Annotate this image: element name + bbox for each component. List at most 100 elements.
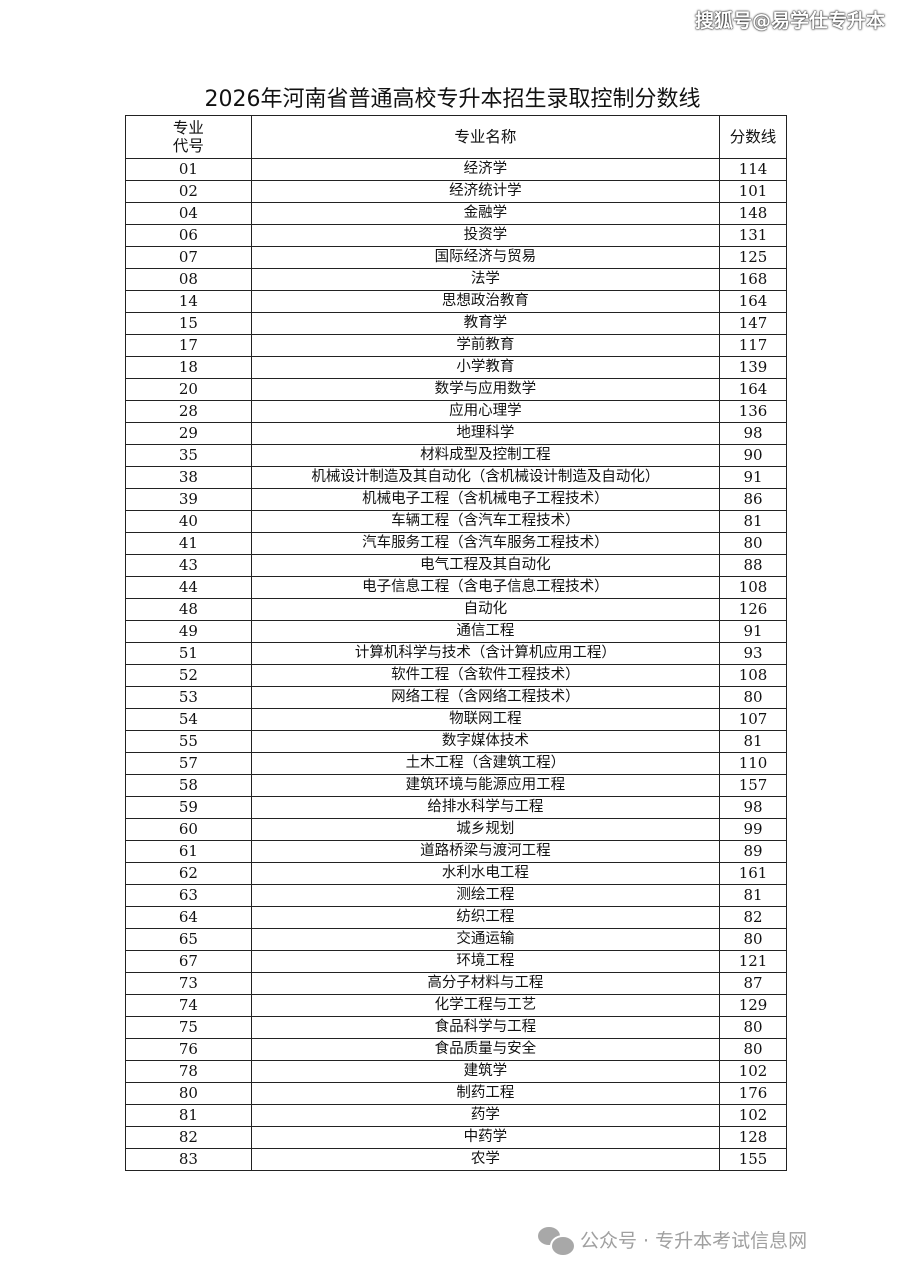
cell-code: 02 <box>125 180 252 203</box>
cell-name: 软件工程（含软件工程技术） <box>250 664 721 687</box>
cell-score: 126 <box>719 598 787 621</box>
table-row: 60 城乡规划 99 <box>125 818 787 841</box>
cell-code: 28 <box>125 400 252 423</box>
cell-name: 金融学 <box>250 202 721 225</box>
cell-score: 168 <box>719 268 787 291</box>
watermark-top: 搜狐号@易学仕专升本 <box>694 10 885 32</box>
cell-score: 81 <box>719 884 787 907</box>
cell-score: 80 <box>719 1016 787 1039</box>
table-row: 38 机械设计制造及其自动化（含机械设计制造及自动化） 91 <box>125 466 787 489</box>
cell-name: 汽车服务工程（含汽车服务工程技术） <box>250 532 721 555</box>
table-row: 15 教育学 147 <box>125 312 787 335</box>
cell-code: 48 <box>125 598 252 621</box>
cell-code: 39 <box>125 488 252 511</box>
cell-score: 148 <box>719 202 787 225</box>
header-name: 专业名称 <box>250 115 721 159</box>
table-row: 64 纺织工程 82 <box>125 906 787 929</box>
cell-score: 90 <box>719 444 787 467</box>
cell-name: 应用心理学 <box>250 400 721 423</box>
header-code-line1: 专业 <box>172 119 204 137</box>
cell-code: 51 <box>125 642 252 665</box>
cell-code: 81 <box>125 1104 252 1127</box>
cell-score: 110 <box>719 752 787 775</box>
table-row: 07 国际经济与贸易 125 <box>125 246 787 269</box>
table-row: 54 物联网工程 107 <box>125 708 787 731</box>
cell-code: 14 <box>125 290 252 313</box>
cell-score: 80 <box>719 686 787 709</box>
cell-code: 44 <box>125 576 252 599</box>
cell-name: 电子信息工程（含电子信息工程技术） <box>250 576 721 599</box>
cell-name: 数学与应用数学 <box>250 378 721 401</box>
cell-score: 93 <box>719 642 787 665</box>
cell-name: 小学教育 <box>250 356 721 379</box>
cell-code: 80 <box>125 1082 252 1105</box>
table-row: 52 软件工程（含软件工程技术） 108 <box>125 664 787 687</box>
header-score: 分数线 <box>719 115 787 159</box>
cell-name: 食品质量与安全 <box>250 1038 721 1061</box>
table-row: 65 交通运输 80 <box>125 928 787 951</box>
table-row: 80 制药工程 176 <box>125 1082 787 1105</box>
cell-code: 61 <box>125 840 252 863</box>
cell-score: 87 <box>719 972 787 995</box>
cell-name: 机械设计制造及其自动化（含机械设计制造及自动化） <box>250 466 721 489</box>
cell-score: 82 <box>719 906 787 929</box>
cell-name: 计算机科学与技术（含计算机应用工程） <box>250 642 721 665</box>
page-title: 2026年河南省普通高校专升本招生录取控制分数线 <box>204 87 701 112</box>
table-row: 39 机械电子工程（含机械电子工程技术） 86 <box>125 488 787 511</box>
cell-name: 法学 <box>250 268 721 291</box>
cell-code: 82 <box>125 1126 252 1149</box>
cell-code: 06 <box>125 224 252 247</box>
cell-code: 17 <box>125 334 252 357</box>
cell-score: 125 <box>719 246 787 269</box>
table-row: 57 土木工程（含建筑工程） 110 <box>125 752 787 775</box>
cell-name: 机械电子工程（含机械电子工程技术） <box>250 488 721 511</box>
cell-code: 76 <box>125 1038 252 1061</box>
table-row: 01 经济学 114 <box>125 158 787 181</box>
cell-code: 64 <box>125 906 252 929</box>
cell-code: 38 <box>125 466 252 489</box>
cell-score: 117 <box>719 334 787 357</box>
cell-code: 01 <box>125 158 252 181</box>
table-row: 44 电子信息工程（含电子信息工程技术） 108 <box>125 576 787 599</box>
cell-score: 102 <box>719 1104 787 1127</box>
table-row: 04 金融学 148 <box>125 202 787 225</box>
table-row: 81 药学 102 <box>125 1104 787 1127</box>
cell-code: 73 <box>125 972 252 995</box>
cell-score: 114 <box>719 158 787 181</box>
cell-score: 176 <box>719 1082 787 1105</box>
table-row: 78 建筑学 102 <box>125 1060 787 1083</box>
cell-score: 99 <box>719 818 787 841</box>
cell-code: 60 <box>125 818 252 841</box>
cell-code: 08 <box>125 268 252 291</box>
table-header-row: 专业 代号 专业名称 分数线 <box>125 115 787 159</box>
cell-name: 经济统计学 <box>250 180 721 203</box>
cell-name: 通信工程 <box>250 620 721 643</box>
cell-score: 155 <box>719 1148 787 1171</box>
cell-score: 121 <box>719 950 787 973</box>
cell-code: 83 <box>125 1148 252 1171</box>
cell-name: 城乡规划 <box>250 818 721 841</box>
cell-score: 88 <box>719 554 787 577</box>
cell-code: 29 <box>125 422 252 445</box>
cell-code: 62 <box>125 862 252 885</box>
cell-code: 20 <box>125 378 252 401</box>
cell-score: 80 <box>719 1038 787 1061</box>
cell-code: 58 <box>125 774 252 797</box>
cell-name: 教育学 <box>250 312 721 335</box>
footer-source: 公众号 · 专升本考试信息网 <box>538 1226 807 1257</box>
cell-score: 157 <box>719 774 787 797</box>
header-code: 专业 代号 <box>125 115 252 159</box>
cell-score: 128 <box>719 1126 787 1149</box>
cell-score: 80 <box>719 532 787 555</box>
table-row: 74 化学工程与工艺 129 <box>125 994 787 1017</box>
cell-name: 物联网工程 <box>250 708 721 731</box>
cell-name: 纺织工程 <box>250 906 721 929</box>
cell-name: 环境工程 <box>250 950 721 973</box>
cell-score: 147 <box>719 312 787 335</box>
table-row: 49 通信工程 91 <box>125 620 787 643</box>
cell-name: 经济学 <box>250 158 721 181</box>
cell-name: 制药工程 <box>250 1082 721 1105</box>
cell-name: 车辆工程（含汽车工程技术） <box>250 510 721 533</box>
cell-score: 98 <box>719 796 787 819</box>
cell-name: 食品科学与工程 <box>250 1016 721 1039</box>
